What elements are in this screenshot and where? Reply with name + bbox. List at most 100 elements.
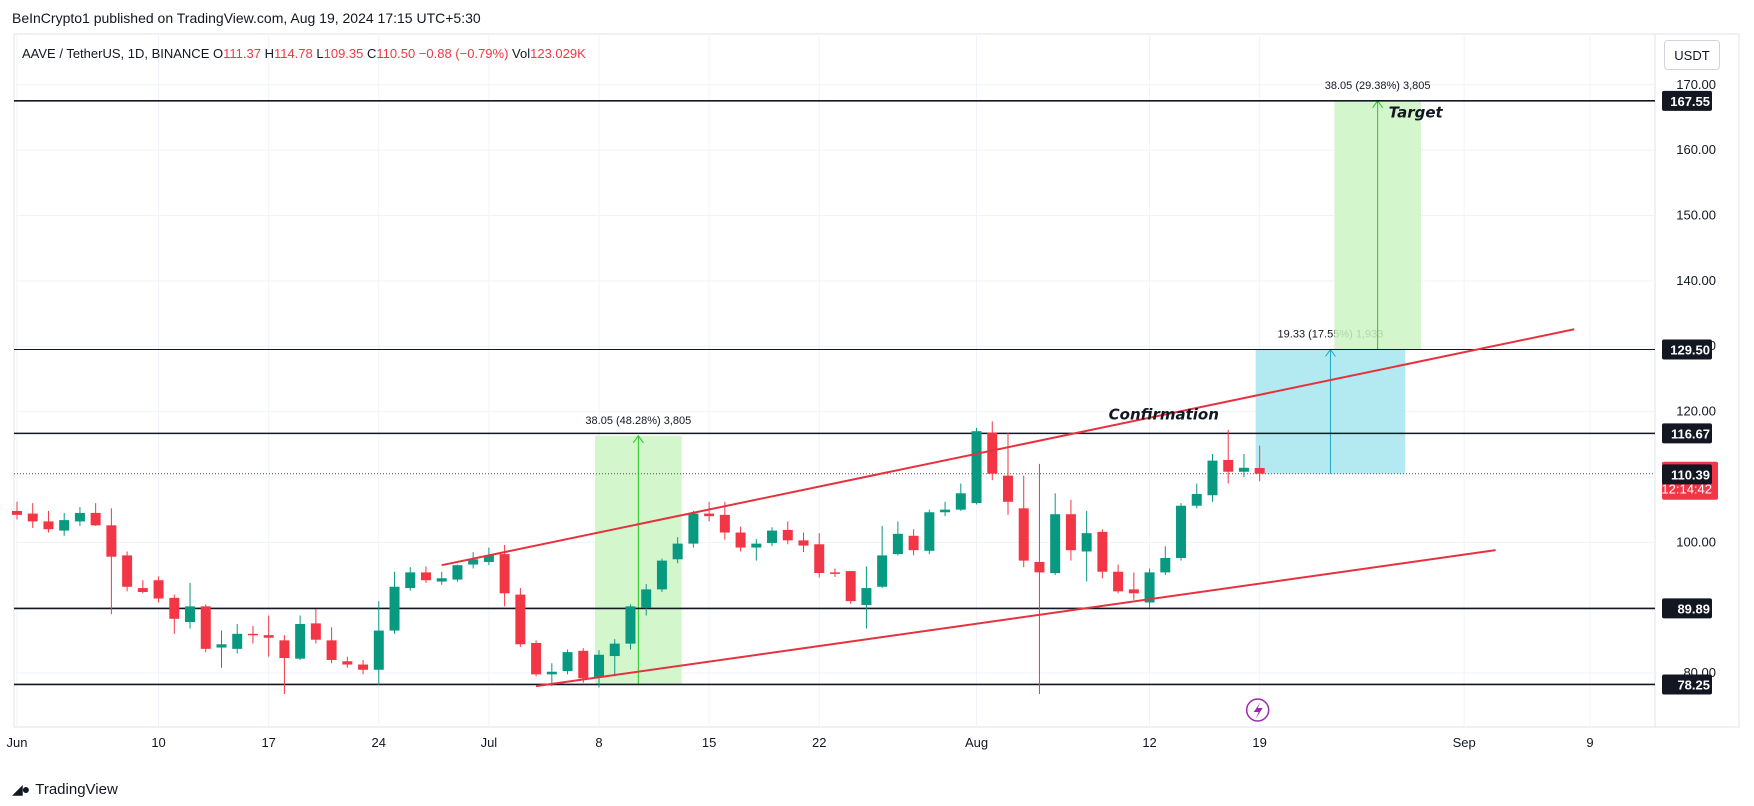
candle-77 — [1207, 454, 1218, 502]
price-tick-label: 120.00 — [1676, 404, 1716, 419]
candle-79 — [1238, 454, 1249, 477]
time-tick-label: Jun — [7, 735, 28, 750]
chart-frame — [13, 33, 1740, 728]
candle-48 — [751, 539, 762, 561]
candle-body — [798, 540, 809, 546]
candle-20 — [310, 608, 321, 644]
level-badge-89.89-bg — [1662, 598, 1712, 619]
candle-body — [578, 650, 589, 679]
candle-19 — [295, 615, 306, 660]
candle-body — [987, 432, 998, 474]
candle-body — [200, 606, 211, 649]
candle-body — [1050, 514, 1061, 574]
close-value: 110.50 — [376, 46, 418, 61]
candle-44 — [688, 510, 699, 548]
candle-body — [641, 589, 652, 608]
candle-body — [845, 571, 856, 602]
candle-24 — [373, 601, 384, 685]
candle-80 — [1254, 445, 1265, 482]
candle-38 — [594, 650, 605, 688]
candle-body — [263, 635, 274, 638]
low-label: L — [316, 46, 323, 61]
candle-4 — [59, 512, 70, 536]
candle-74 — [1160, 546, 1171, 575]
currency-button[interactable]: USDT — [1664, 40, 1720, 70]
candle-body — [247, 633, 258, 636]
candle-40 — [625, 604, 636, 650]
level-badge-78.25-bg — [1662, 674, 1712, 695]
candle-28 — [436, 571, 447, 585]
candle-body — [1113, 571, 1124, 592]
candle-body — [1254, 468, 1265, 474]
candle-body — [373, 630, 384, 670]
symbol-info: AAVE / TetherUS, 1D, BINANCE — [22, 46, 213, 61]
level-badge-167.55-text: 167.55 — [1670, 94, 1710, 109]
level-badge-116.67-text: 116.67 — [1671, 426, 1710, 441]
candle-7 — [106, 508, 117, 615]
level-badge-167.55: 167.55 — [1662, 90, 1712, 111]
trendlines — [441, 328, 1575, 688]
ohlc-legend: AAVE / TetherUS, 1D, BINANCE O111.37 H11… — [22, 46, 586, 61]
candle-body — [90, 512, 101, 526]
annotation-confirmation: Confirmation — [1109, 405, 1219, 423]
candle-body — [1223, 459, 1234, 472]
candle-59 — [924, 509, 935, 555]
candle-body — [531, 642, 542, 675]
candle-body — [940, 509, 951, 513]
candle-5 — [74, 507, 85, 526]
candle-body — [704, 513, 715, 517]
candle-body — [122, 555, 133, 587]
ref-price-badge-text: 110.39 — [1671, 467, 1710, 482]
candle-15 — [232, 624, 243, 654]
candle-body — [137, 588, 148, 592]
price-tick-label: 170.00 — [1676, 77, 1716, 92]
candle-43 — [672, 537, 683, 564]
open-value: 111.37 — [223, 46, 264, 61]
annotation-target: Target — [1389, 103, 1444, 121]
tradingview-logo-icon: ◢● — [12, 781, 30, 797]
candle-41 — [641, 584, 652, 616]
candle-46 — [719, 501, 730, 540]
candle-body — [735, 532, 746, 548]
horizontal-levels — [14, 100, 1655, 686]
ref-price-badge: 110.39 — [1662, 464, 1712, 485]
time-tick-label: 19 — [1252, 735, 1266, 750]
candle-body — [169, 597, 180, 619]
price-axis: 170.00160.00150.00140.00130.00120.00100.… — [1661, 77, 1718, 695]
high-label: H — [265, 46, 274, 61]
time-tick-label: 12 — [1142, 735, 1156, 750]
candle-62 — [971, 427, 982, 505]
candle-body — [1207, 460, 1218, 496]
candle-body — [562, 652, 573, 672]
candle-2 — [27, 503, 38, 528]
candle-body — [153, 580, 164, 599]
candle-9 — [137, 580, 148, 594]
candle-39 — [609, 639, 620, 677]
candle-body — [295, 624, 306, 659]
level-badge-116.67-bg — [1662, 423, 1712, 444]
level-badge-129.50-bg — [1662, 339, 1712, 360]
candle-16 — [247, 625, 258, 644]
time-tick-label: 8 — [595, 735, 602, 750]
candle-57 — [892, 521, 903, 556]
candle-51 — [798, 532, 809, 553]
level-badge-78.25: 78.25 — [1662, 674, 1712, 695]
candle-body — [719, 514, 730, 533]
candle-body — [1034, 561, 1045, 573]
time-tick-label: 17 — [261, 735, 275, 750]
candle-body — [971, 431, 982, 504]
tradingview-brand[interactable]: ◢● TradingView — [12, 781, 118, 798]
candle-25 — [389, 571, 400, 634]
candle-30 — [468, 552, 479, 569]
candle-18 — [279, 635, 290, 694]
candle-body — [1238, 467, 1249, 472]
candle-body — [1144, 572, 1155, 603]
candle-body — [955, 493, 966, 510]
candle-23 — [358, 659, 369, 675]
candle-72 — [1128, 572, 1139, 600]
candle-body — [1160, 558, 1171, 573]
candle-body — [1128, 589, 1139, 594]
brand-label: TradingView — [35, 781, 118, 798]
